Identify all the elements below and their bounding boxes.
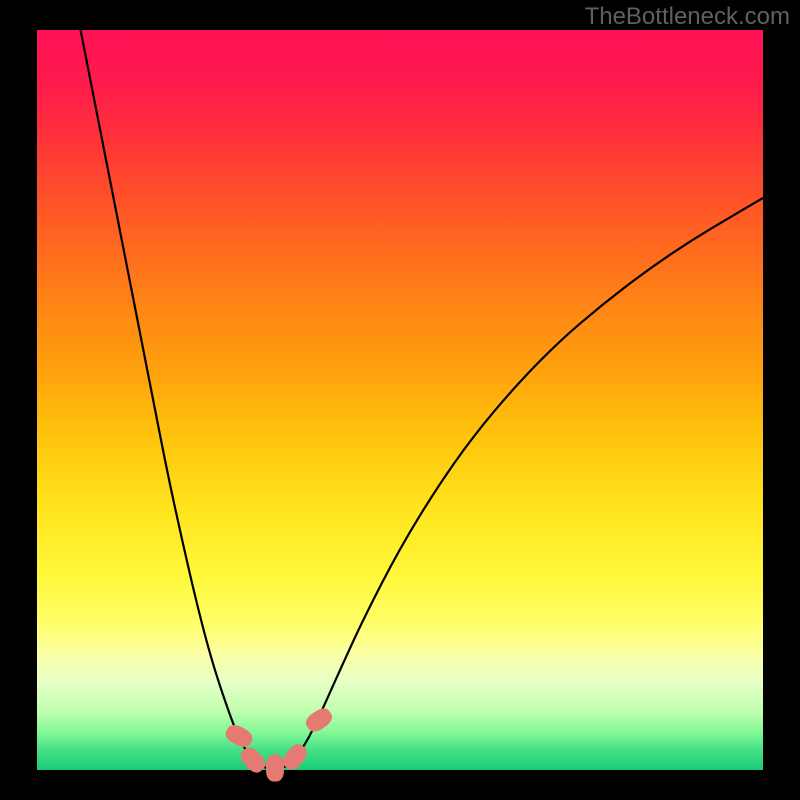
chart-stage: TheBottleneck.com — [0, 0, 800, 800]
data-point — [266, 754, 284, 781]
watermark-text: TheBottleneck.com — [585, 3, 790, 31]
curve-svg — [37, 30, 763, 770]
plot-area — [37, 30, 763, 770]
bottleneck-curve — [81, 30, 763, 769]
